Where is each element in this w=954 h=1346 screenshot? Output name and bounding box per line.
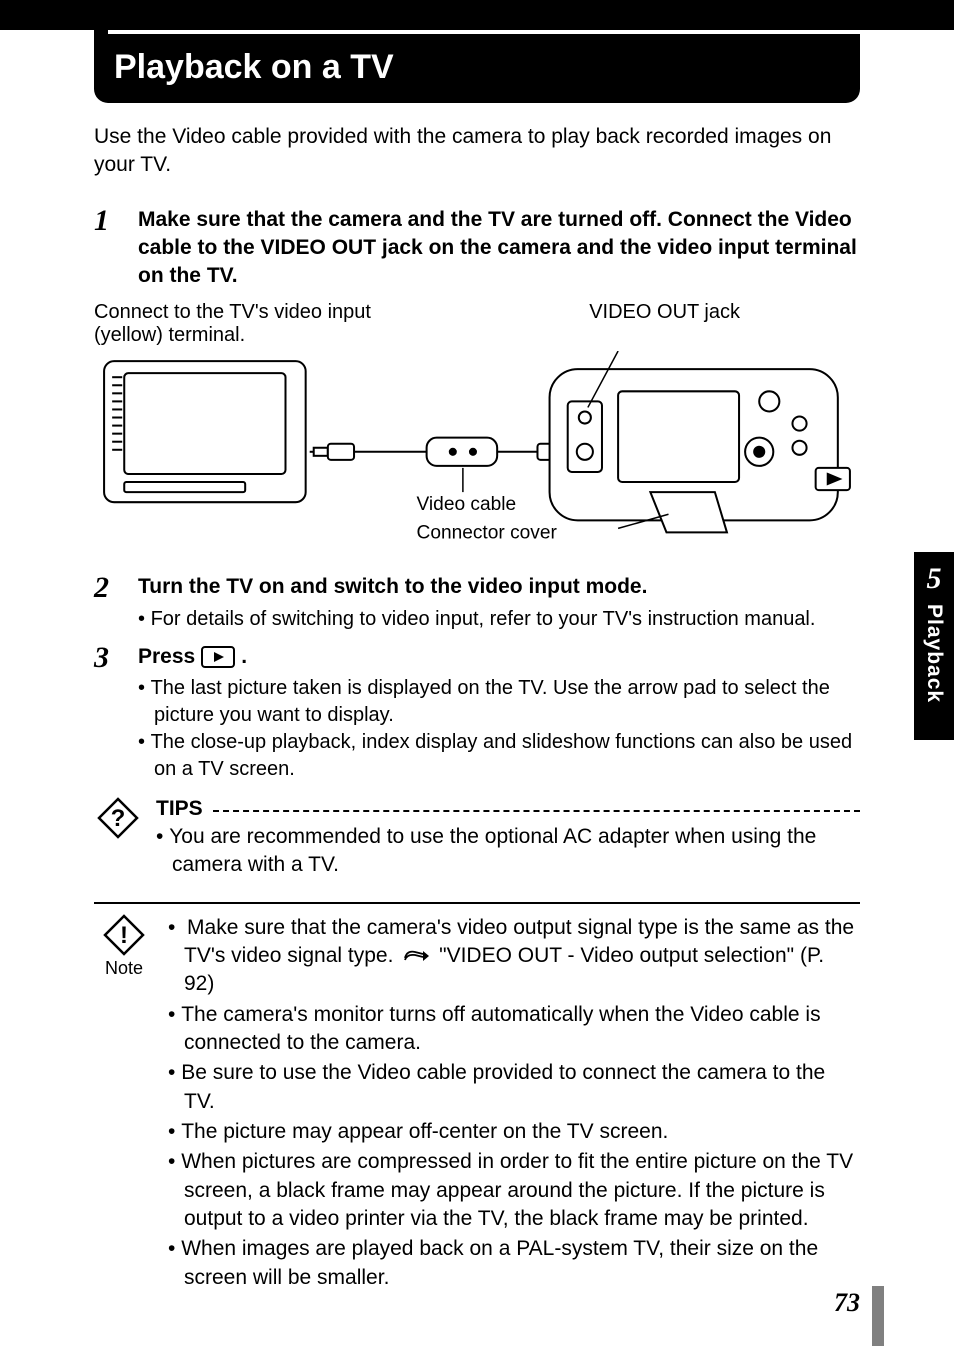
diagram-label-cover: Connector cover [417,522,558,543]
step-title-suffix: . [241,643,247,671]
tips-dash-line [213,810,860,812]
note-label: Note [105,958,143,979]
note-item: When pictures are compressed in order to… [168,1148,860,1233]
step-title: Press . [138,643,247,671]
note-divider [94,902,860,904]
step-bullet: The close-up playback, index display and… [138,729,860,783]
step-bullet: For details of switching to video input,… [138,606,860,633]
step-2: 2 Turn the TV on and switch to the video… [94,573,860,632]
connection-diagram-svg: Video cable Connector cover [94,351,860,553]
chapter-side-tab: 5 Playback [914,552,954,740]
note-item: Be sure to use the Video cable provided … [168,1059,860,1116]
diagram-label-tv-input: Connect to the TV's video input (yellow)… [94,301,414,347]
footer-tab [872,1286,884,1346]
step-number: 1 [94,206,120,291]
note-item: The camera's monitor turns off automatic… [168,1001,860,1058]
tips-block: ? TIPS You are recommended to use the op… [94,797,860,880]
note-item: Make sure that the camera's video output… [168,914,860,999]
svg-text:!: ! [120,922,128,949]
step-number: 3 [94,643,120,783]
question-diamond-icon: ? [97,797,139,839]
playback-button-icon [201,646,235,668]
header-tab [94,0,108,34]
step-title: Make sure that the camera and the TV are… [138,206,860,291]
intro-paragraph: Use the Video cable provided with the ca… [94,123,860,180]
note-block: ! Note Make sure that the camera's video… [94,914,860,1294]
page-number: 73 [834,1288,860,1318]
note-item: When images are played back on a PAL-sys… [168,1235,860,1292]
chapter-number: 5 [927,562,942,596]
step-number: 2 [94,573,120,632]
reference-icon [403,948,429,964]
diagram-label-video-out: VIDEO OUT jack [589,301,740,347]
note-item: The picture may appear off-center on the… [168,1118,860,1146]
step-bullet: The last picture taken is displayed on t… [138,675,860,729]
step-title: Turn the TV on and switch to the video i… [138,573,860,601]
tips-item: You are recommended to use the optional … [156,823,860,880]
tips-heading: TIPS [156,797,203,821]
connection-diagram: Connect to the TV's video input (yellow)… [94,301,860,558]
header-bar [0,0,954,30]
step-title-prefix: Press [138,643,195,671]
page-title: Playback on a TV [94,34,860,103]
chapter-label: Playback [922,604,946,703]
step-3: 3 Press . The last picture taken is disp… [94,643,860,783]
svg-text:?: ? [111,805,126,832]
exclamation-diamond-icon: ! [103,914,145,956]
step-1: 1 Make sure that the camera and the TV a… [94,206,860,291]
diagram-label-cable: Video cable [417,494,517,515]
